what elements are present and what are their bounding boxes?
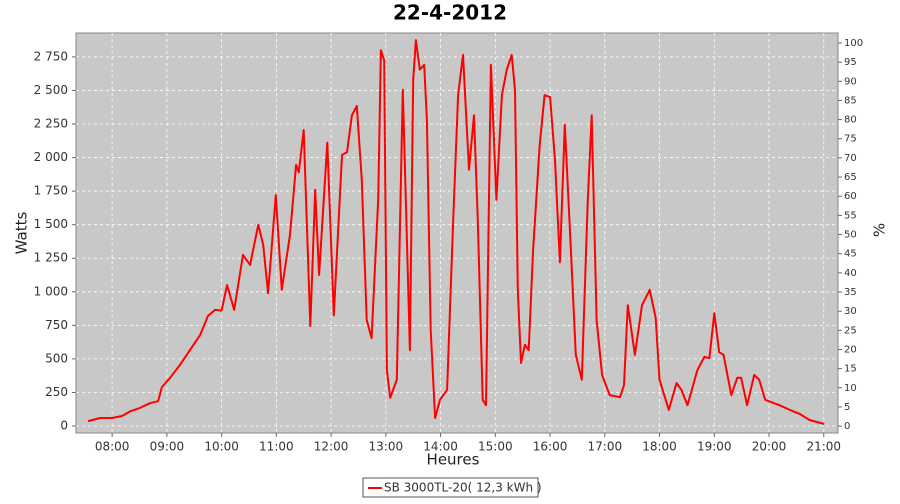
y-axis-label: Watts	[13, 212, 31, 255]
data-line	[87, 39, 825, 425]
x-tick-label: 20:00	[752, 440, 787, 454]
y-tick-label: 750	[45, 318, 68, 332]
y2-tick-label: 85	[844, 95, 857, 106]
y-tick-label: 2 750	[34, 49, 68, 63]
y2-tick-label: 45	[844, 249, 857, 260]
y2-tick-label: 50	[844, 230, 857, 241]
x-tick-label: 16:00	[533, 440, 568, 454]
y2-tick-label: 75	[844, 134, 857, 145]
plot-area	[75, 32, 839, 434]
x-tick-label: 13:00	[369, 440, 404, 454]
x-tick-label: 10:00	[204, 440, 239, 454]
y-tick-label: 0	[60, 419, 68, 433]
y2-tick-label: 0	[844, 421, 850, 432]
y-tick-label: 1 250	[34, 251, 68, 265]
x-tick-label: 09:00	[150, 440, 185, 454]
y2-tick-label: 40	[844, 268, 857, 279]
y2-tick-label: 35	[844, 287, 857, 298]
y2-tick-label: 5	[844, 402, 850, 413]
y-tick-label: 2 000	[34, 150, 68, 164]
x-tick-label: 14:00	[423, 440, 458, 454]
y-tick-label: 1 750	[34, 184, 68, 198]
y2-tick-label: 25	[844, 325, 857, 336]
x-tick-label: 11:00	[259, 440, 294, 454]
y2-tick-label: 10	[844, 383, 857, 394]
y2-tick-label: 65	[844, 172, 857, 183]
y-tick-label: 1 000	[34, 284, 68, 298]
y2-axis-label: %	[871, 223, 889, 237]
y-tick-label: 1 500	[34, 217, 68, 231]
y2-tick-label: 15	[844, 364, 857, 375]
y2-tick-label: 100	[844, 38, 863, 49]
y2-tick-label: 55	[844, 210, 857, 221]
x-tick-label: 19:00	[697, 440, 732, 454]
y2-tick-label: 30	[844, 306, 857, 317]
x-tick-label: 15:00	[478, 440, 513, 454]
y-tick-label: 2 250	[34, 117, 68, 131]
y2-tick-label: 20	[844, 344, 857, 355]
y-tick-label: 250	[45, 385, 68, 399]
y-tick-label: 2 500	[34, 83, 68, 97]
x-tick-label: 17:00	[588, 440, 623, 454]
y2-tick-label: 70	[844, 153, 857, 164]
legend	[362, 477, 539, 498]
x-tick-label: 08:00	[95, 440, 130, 454]
y2-tick-label: 60	[844, 191, 857, 202]
x-tick-label: 21:00	[806, 440, 841, 454]
y2-tick-label: 90	[844, 76, 857, 87]
y-tick-label: 500	[45, 351, 68, 365]
y2-tick-label: 80	[844, 115, 857, 126]
x-tick-label: 18:00	[642, 440, 677, 454]
x-tick-label: 12:00	[314, 440, 349, 454]
y2-tick-label: 95	[844, 57, 857, 68]
chart-title: 22-4-2012	[393, 1, 507, 25]
legend-label: SB 3000TL-20( 12,3 kWh )	[384, 481, 542, 495]
x-axis-label: Heures	[427, 451, 480, 469]
